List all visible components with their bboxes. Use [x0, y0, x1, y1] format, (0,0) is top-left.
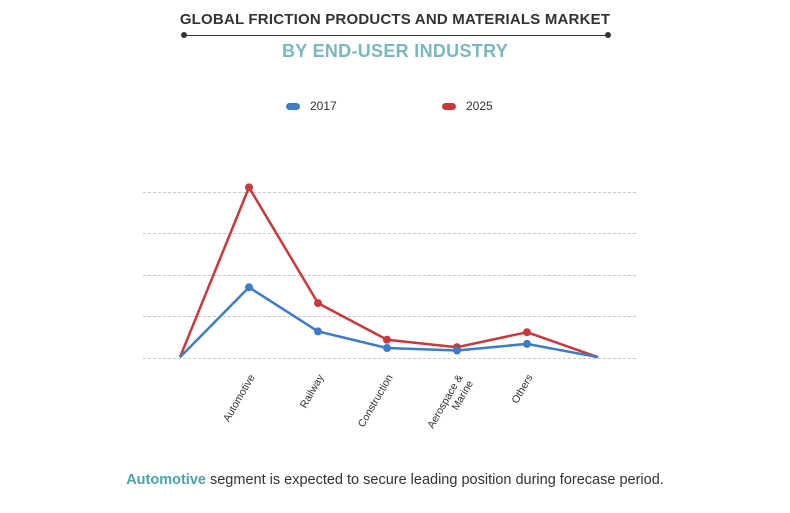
x-tick-label-4: Aerospace &Marine	[425, 372, 476, 436]
legend-item-2017: 2017	[286, 98, 337, 114]
point-2025-3	[383, 335, 391, 344]
point-2017-3	[383, 344, 391, 352]
chart-subtitle: BY END-USER INDUSTRY	[281, 41, 509, 61]
x-tick-label-1: Automotive	[221, 372, 258, 424]
point-2017-5	[523, 339, 531, 348]
series-line-2025	[178, 186, 599, 359]
chart-title: GLOBAL FRICTION PRODUCTS AND MATERIALS M…	[179, 11, 611, 28]
point-2017-2	[314, 327, 322, 336]
x-tick-label-5: Others	[509, 373, 535, 406]
chart-caption: Automotive segment is expected to secure…	[0, 472, 790, 488]
title-underline-left-dot	[181, 32, 187, 38]
caption-text: segment is expected to secure leading po…	[205, 472, 664, 488]
point-2025-5	[523, 328, 531, 337]
point-2025-1	[245, 183, 253, 192]
caption-highlight: Automotive	[126, 472, 206, 488]
x-tick-label-2: Railway	[298, 372, 327, 410]
legend-item-2025: 2025	[442, 98, 493, 114]
point-2017-4	[453, 346, 461, 355]
x-tick-label-3: Construction	[356, 372, 396, 429]
legend-swatch-2025	[442, 102, 456, 110]
title-underline-right-dot	[605, 32, 611, 38]
point-2025-2	[314, 299, 322, 308]
point-2017-1	[245, 283, 253, 292]
legend-label-2025: 2025	[466, 99, 493, 113]
legend-swatch-2017	[286, 102, 300, 110]
legend-label-2017: 2017	[310, 99, 337, 113]
title-underline	[184, 35, 608, 36]
